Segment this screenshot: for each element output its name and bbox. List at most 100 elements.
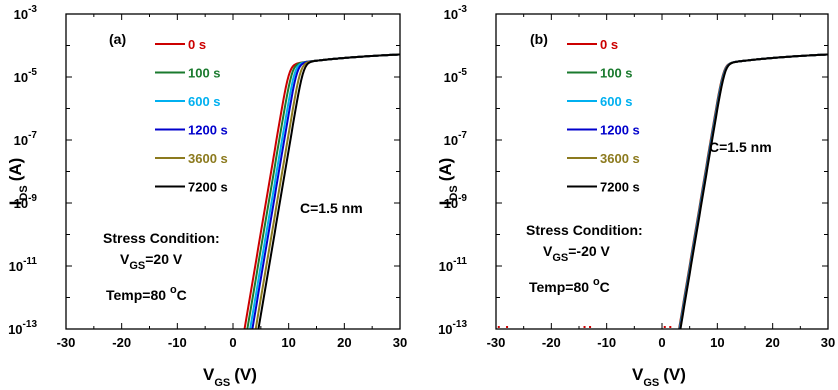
y-tick-exp: -11 [453, 256, 467, 267]
legend-label: 7200 s [188, 180, 228, 195]
y-tick-base: 10 [444, 70, 458, 85]
series-line-600s [678, 53, 828, 329]
stress-title: Stress Condition: [103, 230, 220, 246]
y-tick-exp: -3 [28, 4, 37, 15]
noise-point [583, 326, 586, 328]
x-axis-label-main: V [203, 365, 215, 384]
y-tick-label: 10-5 [14, 67, 38, 85]
legend-label: 100 s [188, 66, 221, 81]
y-tick-base: 10 [14, 133, 28, 148]
x-tick-label: 0 [658, 335, 665, 350]
legend-label: 3600 s [188, 151, 228, 166]
legend-label: 1200 s [600, 123, 640, 138]
x-axis-label-sub: GS [643, 377, 659, 389]
y-axis-label-sub: DS [18, 185, 30, 200]
x-tick-label: 30 [821, 335, 835, 350]
y-tick-exp: -7 [458, 130, 467, 141]
temperature-main: Temp=80 [529, 279, 593, 295]
y-tick-label: 10-13 [438, 319, 467, 337]
temperature-sup: o [593, 276, 600, 288]
panel-label: (b) [530, 31, 548, 47]
temperature-unit: C [600, 279, 610, 295]
noise-point [506, 326, 509, 328]
series-line-7200s [679, 53, 828, 329]
stress-voltage: VGS=20 V [120, 251, 183, 272]
y-tick-base: 10 [444, 196, 458, 211]
y-tick-label: 10-7 [444, 130, 468, 148]
temperature-sup: o [170, 284, 177, 296]
x-axis-label-unit: (V) [663, 365, 686, 384]
x-axis-label: VGS (V) [203, 365, 257, 389]
y-tick-exp: -5 [28, 67, 37, 78]
x-tick-label: -30 [487, 335, 506, 350]
series-group [243, 53, 400, 329]
y-axis-label-main: I [6, 201, 25, 206]
y-tick-label: 10-3 [14, 4, 38, 22]
y-tick-exp: -9 [458, 193, 467, 204]
y-tick-exp: -9 [28, 193, 37, 204]
temperature-unit: C [177, 287, 187, 303]
y-tick-label: 10-11 [439, 256, 468, 274]
noise-point [589, 326, 592, 328]
stress-voltage-sub: GS [552, 252, 568, 264]
stress-voltage-sub: GS [129, 260, 145, 272]
y-tick-base: 10 [14, 196, 28, 211]
x-tick-label: -30 [57, 335, 76, 350]
temperature: Temp=80 oC [106, 284, 187, 303]
legend-label: 1200 s [188, 123, 228, 138]
x-tick-label: 20 [765, 335, 779, 350]
y-tick-label: 10-7 [14, 130, 38, 148]
series-line-1200s [678, 53, 828, 329]
chart-panel-b: -30 -20 -10 0 10 20 3010-1310-1110-910-710-510… [436, 4, 835, 389]
y-tick-exp: -13 [453, 319, 468, 330]
y-tick-base: 10 [439, 259, 453, 274]
stress-voltage-value: =-20 V [568, 243, 610, 259]
x-tick-label: 20 [337, 335, 351, 350]
y-tick-label: 10-9 [14, 193, 38, 211]
legend-label: 7200 s [600, 180, 640, 195]
legend-label: 0 s [188, 37, 206, 52]
chart-panel-a: -30 -20 -10 0 10 20 3010-1310-1110-910-710-510… [6, 4, 407, 389]
y-axis-label-main: I [436, 201, 455, 206]
legend-label: 100 s [600, 66, 633, 81]
stress-voltage: VGS=-20 V [543, 243, 611, 264]
series-group [678, 53, 828, 329]
y-tick-base: 10 [8, 322, 22, 337]
x-axis-label: VGS (V) [632, 365, 686, 389]
y-tick-base: 10 [9, 259, 23, 274]
x-axis-label-sub: GS [214, 377, 230, 389]
stress-voltage-main: V [120, 251, 130, 267]
x-tick-label: -20 [542, 335, 561, 350]
noise-point [663, 326, 666, 328]
y-tick-base: 10 [14, 7, 28, 22]
y-tick-exp: -13 [23, 319, 38, 330]
plot-frame [495, 13, 829, 330]
temperature: Temp=80 oC [529, 276, 610, 295]
y-tick-label: 10-5 [444, 67, 468, 85]
stress-title: Stress Condition: [526, 222, 643, 238]
series-line-3600s [679, 53, 828, 329]
y-tick-label: 10-3 [444, 4, 468, 22]
y-tick-label: 10-11 [9, 256, 38, 274]
x-tick-label: -20 [112, 335, 131, 350]
temperature-main: Temp=80 [106, 287, 170, 303]
y-tick-base: 10 [444, 133, 458, 148]
y-tick-exp: -5 [458, 67, 467, 78]
y-tick-exp: -7 [28, 130, 37, 141]
y-axis-label-unit: (A) [436, 158, 455, 182]
y-axis-label: IDS (A) [436, 158, 460, 206]
plot-frame [65, 13, 401, 330]
y-tick-exp: -3 [458, 4, 467, 15]
legend-label: 3600 s [600, 151, 640, 166]
legend-label: 0 s [600, 37, 618, 52]
x-tick-label: -10 [597, 335, 616, 350]
x-tick-label: 10 [281, 335, 295, 350]
y-axis-label-unit: (A) [6, 158, 25, 182]
legend-label: 600 s [188, 94, 221, 109]
y-tick-exp: -11 [23, 256, 37, 267]
y-tick-label: 10-9 [444, 193, 468, 211]
thickness-annotation: C=1.5 nm [709, 139, 772, 155]
x-axis-label-main: V [632, 365, 644, 384]
y-tick-base: 10 [14, 70, 28, 85]
series-line-0s [678, 53, 828, 329]
